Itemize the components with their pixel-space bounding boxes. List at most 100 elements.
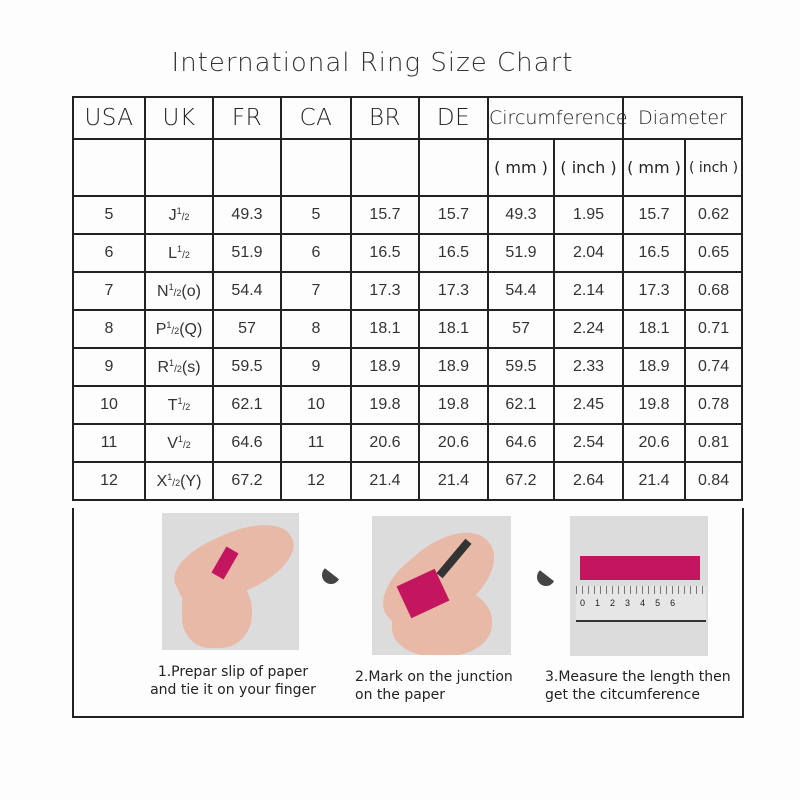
arrow-right-icon <box>537 568 555 596</box>
uk-fraction-denominator: 2 <box>185 401 191 412</box>
cell-de: 15.7 <box>418 195 489 235</box>
table-row: 11 V1/2 64.6 11 20.6 20.6 64.6 2.54 20.6 0.81 <box>72 423 744 463</box>
uk-suffix: (Q) <box>179 320 203 338</box>
cell-fr: 62.1 <box>212 385 282 425</box>
cell-usa: 5 <box>72 195 146 235</box>
uk-suffix: (s) <box>181 358 201 376</box>
uk-letter: L <box>168 244 178 262</box>
cell-usa: 12 <box>72 461 146 501</box>
fraction-slash: / <box>172 477 176 489</box>
cell-dia-mm: 19.8 <box>622 385 687 425</box>
table-row: 6 L1/2 51.9 6 16.5 16.5 51.9 2.04 16.5 0.65 <box>72 233 744 273</box>
uk-fraction-numerator: 1 <box>176 205 182 216</box>
cell-fr: 64.6 <box>212 423 282 463</box>
cell-fr: 54.4 <box>212 271 282 311</box>
cell-de: 20.6 <box>418 423 489 463</box>
cell-uk: L1/2 <box>144 233 214 273</box>
step-1-image <box>162 513 299 650</box>
cell-de: 16.5 <box>418 233 489 273</box>
cell-dia-mm: 21.4 <box>622 461 687 501</box>
cell-usa: 9 <box>72 347 146 387</box>
uk-fraction-numerator: 1 <box>166 319 172 330</box>
uk-letter: R <box>157 358 170 376</box>
uk-fraction-numerator: 1 <box>168 281 174 292</box>
uk-fraction-numerator: 1 <box>177 433 183 444</box>
cell-br: 16.5 <box>350 233 420 273</box>
cell-ca: 12 <box>280 461 352 501</box>
cell-ca: 7 <box>280 271 352 311</box>
cell-dia-mm: 20.6 <box>622 423 687 463</box>
subheader-dia-inch: ( inch ) <box>684 138 744 197</box>
cell-ca: 10 <box>280 385 352 425</box>
cell-uk: N1/2(o) <box>144 271 214 311</box>
uk-fraction-denominator: 2 <box>185 439 191 450</box>
cell-fr: 57 <box>212 309 282 349</box>
step-3-caption: 3.Measure the length then get the citcum… <box>545 669 731 703</box>
cell-fr: 59.5 <box>212 347 282 387</box>
cell-circ-mm: 62.1 <box>487 385 555 425</box>
cell-br: 18.1 <box>350 309 420 349</box>
header-de: DE <box>418 96 489 140</box>
subheader-circ-mm: ( mm ) <box>487 138 555 197</box>
ruler-number: 1 <box>595 598 601 608</box>
cell-circ-in: 2.54 <box>552 423 625 463</box>
cell-usa: 7 <box>72 271 146 311</box>
cell-circ-mm: 54.4 <box>487 271 555 311</box>
uk-suffix: (Y) <box>180 472 202 490</box>
uk-fraction-numerator: 1 <box>169 357 175 368</box>
cell-usa: 11 <box>72 423 146 463</box>
uk-letter: X <box>156 472 168 490</box>
cell-circ-in: 2.04 <box>552 233 625 273</box>
uk-fraction-denominator: 2 <box>184 249 190 260</box>
fraction-slash: / <box>182 249 185 261</box>
fraction-slash: / <box>173 287 177 299</box>
cell-circ-in: 2.45 <box>552 385 625 425</box>
header-row: USA UK FR CA BR DE Circumference Diamete… <box>72 96 744 140</box>
cell-circ-mm: 67.2 <box>487 461 555 501</box>
subheader-row: ( mm ) ( inch ) ( mm ) ( inch ) <box>72 138 744 197</box>
cell-dia-mm: 15.7 <box>622 195 687 235</box>
cell-de: 21.4 <box>418 461 489 501</box>
uk-letter: P <box>155 320 167 338</box>
fraction-slash: / <box>171 325 175 337</box>
cell-br: 15.7 <box>350 195 420 235</box>
header-usa: USA <box>72 96 146 140</box>
cell-dia-in: 0.84 <box>684 461 744 501</box>
cell-dia-in: 0.62 <box>684 195 744 235</box>
table-row: 7 N1/2(o) 54.4 7 17.3 17.3 54.4 2.14 17.3 0.68 <box>72 271 744 311</box>
header-diameter: Diameter <box>622 96 744 140</box>
cell-ca: 9 <box>280 347 352 387</box>
cell-de: 18.1 <box>418 309 489 349</box>
cell-uk: X1/2(Y) <box>144 461 214 501</box>
header-br: BR <box>350 96 420 140</box>
uk-fraction-denominator: 2 <box>176 287 182 298</box>
ruler-number: 6 <box>670 598 676 608</box>
cell-circ-mm: 51.9 <box>487 233 555 273</box>
uk-fraction-numerator: 1 <box>167 471 173 482</box>
subheader-dia-mm: ( mm ) <box>622 138 687 197</box>
cell-usa: 10 <box>72 385 146 425</box>
cell-dia-mm: 16.5 <box>622 233 687 273</box>
table-row: 12 X1/2(Y) 67.2 12 21.4 21.4 67.2 2.64 21.4 0.84 <box>72 461 744 501</box>
cell-circ-mm: 49.3 <box>487 195 555 235</box>
uk-letter: V <box>167 434 178 452</box>
cell-fr: 49.3 <box>212 195 282 235</box>
cell-uk: J1/2 <box>144 195 214 235</box>
fraction-slash: / <box>174 363 177 375</box>
table-row: 5 J1/2 49.3 5 15.7 15.7 49.3 1.95 15.7 0.62 <box>72 195 744 235</box>
fraction-slash: / <box>181 211 185 223</box>
cell-circ-in: 2.64 <box>552 461 625 501</box>
cell-dia-in: 0.65 <box>684 233 744 273</box>
subheader-circ-inch: ( inch ) <box>552 138 625 197</box>
cell-de: 18.9 <box>418 347 489 387</box>
table-row: 10 T1/2 62.1 10 19.8 19.8 62.1 2.45 19.8 0.78 <box>72 385 744 425</box>
header-fr: FR <box>212 96 282 140</box>
cell-circ-in: 2.33 <box>552 347 625 387</box>
cell-br: 18.9 <box>350 347 420 387</box>
cell-ca: 6 <box>280 233 352 273</box>
cell-dia-mm: 17.3 <box>622 271 687 311</box>
uk-letter: T <box>167 396 178 414</box>
header-ca: CA <box>280 96 352 140</box>
